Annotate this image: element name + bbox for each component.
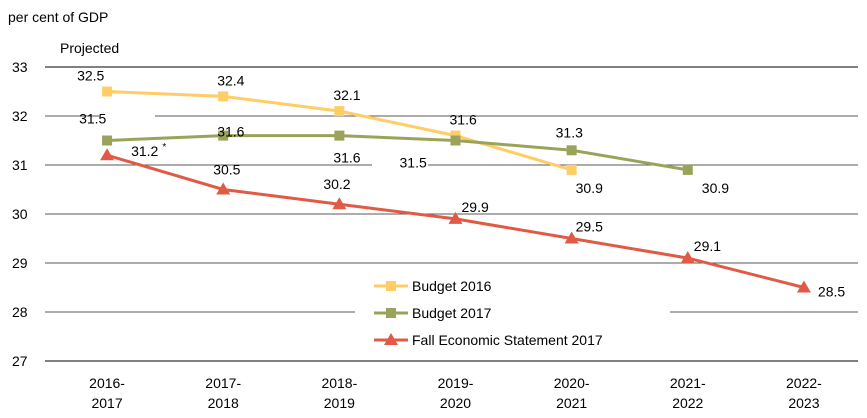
gridlines [45,66,858,362]
legend-marker [386,308,396,318]
data-point [100,148,115,161]
y-tick-label: 33 [12,59,28,75]
data-point [102,135,113,146]
legend-label: Budget 2017 [412,305,492,321]
legend-marker [386,281,396,291]
x-tick-label: 2017 [91,395,122,411]
x-tick-label: 2018 [208,395,239,411]
x-tick-label: 2022 [672,395,703,411]
data-point [448,211,463,224]
x-tick-label: 2016- [89,375,125,391]
data-point [332,197,347,210]
data-point [566,164,577,175]
data-label: 31.3 [556,124,583,140]
data-point [102,86,113,97]
projected-annotation: Projected [60,40,119,56]
data-point [334,130,345,141]
data-label: 29.9 [462,199,489,215]
x-tick-label: 2021- [670,375,706,391]
data-label: 32.1 [333,87,360,103]
legend: Budget 2016 Budget 2017 Fall Economic Stat… [374,278,603,348]
legend-label: Fall Economic Statement 2017 [412,332,603,348]
data-label: 30.9 [702,180,729,196]
data-point [450,135,461,146]
data-point [218,130,229,141]
footnote-marker: * [162,142,166,153]
y-tick-label: 28 [12,304,28,320]
series-group [100,86,811,293]
data-point [680,251,695,264]
data-point [334,106,345,117]
x-tick-label: 2020- [554,375,590,391]
x-tick-label: 2021 [556,395,587,411]
x-tick-label: 2022- [786,375,822,391]
x-tick-label: 2019 [324,395,355,411]
y-tick-label: 31 [12,157,28,173]
data-label: 31.6 [450,112,477,128]
data-point [564,231,579,244]
data-label: 31.5 [79,111,106,127]
data-label: 29.1 [694,238,721,254]
data-labels: 32.5 32.4 32.1 31.6 30.9 31.5 31.6 31.6 31.5 31.3… [77,68,845,300]
y-axis-label: per cent of GDP [8,9,108,25]
data-point [566,145,577,156]
data-point [218,91,229,102]
x-tick-label: 2017- [205,375,241,391]
data-label: 31.6 [217,124,244,140]
data-point [682,164,693,175]
data-label: 32.4 [217,72,244,88]
x-axis-ticks: 2016- 2017 2017- 2018 2018- 2019 2019- 2020 2020… [89,375,822,411]
data-label: 32.5 [77,68,104,84]
legend-label: Budget 2016 [412,278,492,294]
data-point [216,182,231,195]
label-mask [372,158,428,176]
y-tick-label: 32 [12,108,28,124]
label-mask [99,109,155,127]
data-point [796,280,811,293]
data-label: 30.9 [576,180,603,196]
y-tick-label: 29 [12,255,28,271]
data-label: 31.2 * [131,142,166,159]
data-label: 30.5 [213,162,240,178]
x-tick-label: 2020 [440,395,471,411]
y-tick-label: 27 [12,353,28,369]
series-line-1 [107,134,689,172]
x-tick-label: 2023 [788,395,819,411]
data-label: 28.5 [818,284,845,300]
data-label: 31.6 [333,150,360,166]
y-axis-ticks: 27 28 29 30 31 32 33 [12,59,28,369]
y-tick-label: 30 [12,206,28,222]
x-tick-label: 2019- [438,375,474,391]
legend-marker [384,333,398,345]
data-label: 29.5 [576,219,603,235]
data-label: 30.2 [323,176,350,192]
data-label: 31.5 [400,155,427,171]
x-tick-label: 2018- [321,375,357,391]
